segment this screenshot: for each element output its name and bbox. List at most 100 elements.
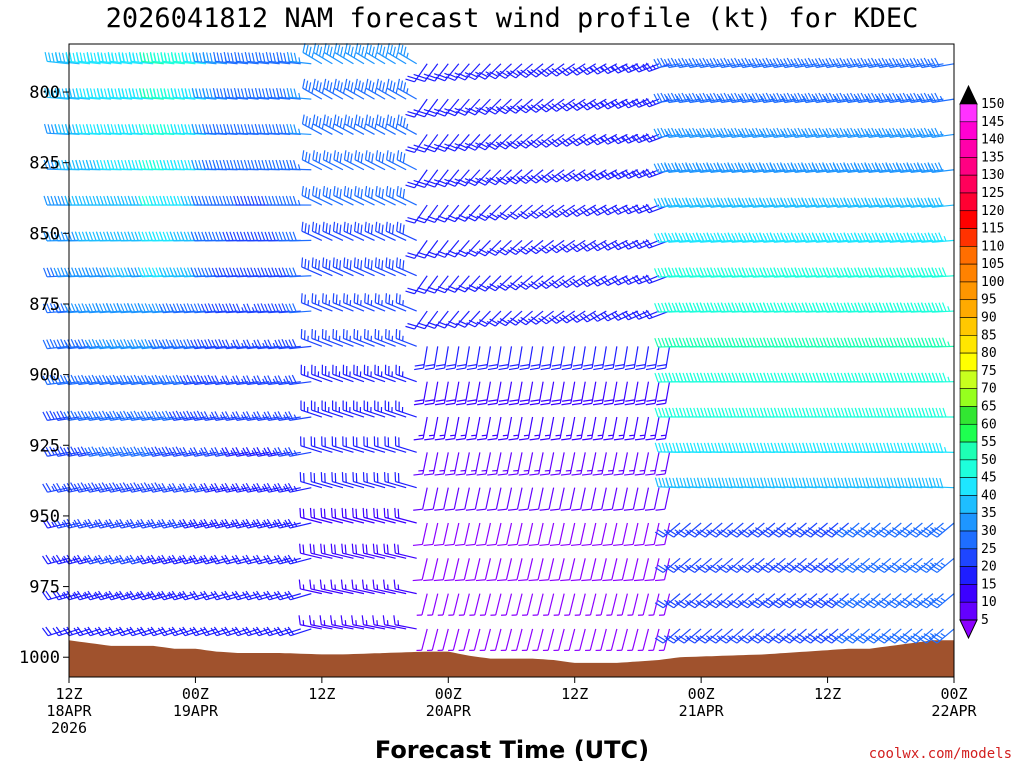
wind-barb bbox=[395, 293, 417, 312]
wind-barb bbox=[301, 150, 323, 171]
wind-barb bbox=[412, 558, 428, 582]
wind-barb bbox=[232, 375, 259, 386]
wind-barb bbox=[540, 381, 555, 406]
wind-barb bbox=[854, 628, 881, 644]
wind-barb bbox=[508, 346, 523, 371]
wind-barb bbox=[918, 522, 944, 538]
colorbar-label: 130 bbox=[981, 168, 1004, 183]
wind-barb bbox=[529, 381, 544, 406]
wind-barb bbox=[63, 374, 91, 386]
wind-barb bbox=[927, 92, 955, 104]
wind-barb bbox=[394, 472, 417, 489]
wind-barb bbox=[538, 239, 565, 254]
wind-barb bbox=[642, 168, 670, 179]
wind-barb bbox=[674, 57, 702, 69]
wind-barb bbox=[202, 87, 228, 100]
wind-barb bbox=[42, 374, 70, 386]
wind-barb bbox=[833, 522, 860, 538]
wind-barb bbox=[466, 63, 491, 81]
wind-barb bbox=[581, 522, 597, 547]
wind-barb bbox=[822, 92, 849, 104]
wind-barb bbox=[487, 346, 502, 371]
wind-barb bbox=[749, 557, 776, 573]
wind-barb bbox=[800, 92, 828, 104]
wind-barb bbox=[73, 590, 101, 601]
wind-barb bbox=[284, 338, 312, 350]
wind-barb bbox=[179, 338, 207, 350]
wind-barb bbox=[928, 442, 955, 453]
wind-barb bbox=[321, 328, 344, 347]
wind-barb bbox=[362, 543, 386, 559]
wind-barb bbox=[635, 346, 650, 371]
wind-barb bbox=[634, 452, 650, 476]
wind-barb bbox=[363, 328, 386, 347]
wind-barb bbox=[497, 133, 523, 150]
wind-barb bbox=[476, 275, 502, 292]
colorbar-label: 145 bbox=[981, 115, 1004, 130]
wind-barb bbox=[456, 63, 481, 81]
wind-barb bbox=[718, 522, 744, 538]
wind-barb bbox=[665, 522, 691, 538]
wind-barb bbox=[127, 302, 154, 314]
wind-barb bbox=[233, 87, 259, 100]
wind-barb bbox=[242, 447, 270, 457]
wind-barb bbox=[273, 626, 301, 637]
wind-barb bbox=[916, 57, 944, 69]
wind-barb bbox=[885, 92, 912, 104]
wind-barb bbox=[876, 522, 902, 538]
wind-barb bbox=[242, 339, 270, 350]
wind-barb bbox=[285, 195, 312, 206]
wind-barb bbox=[644, 487, 660, 511]
wind-barb bbox=[779, 92, 807, 104]
wind-barb bbox=[621, 310, 649, 321]
wind-barb bbox=[273, 482, 301, 493]
y-tick-label: 900 bbox=[29, 366, 60, 386]
wind-barb bbox=[435, 275, 460, 294]
colorbar-cell bbox=[959, 174, 978, 194]
wind-barb bbox=[210, 482, 238, 493]
colorbar-label: 150 bbox=[981, 97, 1004, 112]
wind-barb bbox=[707, 557, 734, 573]
wind-barb bbox=[330, 507, 354, 524]
wind-barb bbox=[507, 310, 533, 326]
wind-barb bbox=[375, 185, 396, 206]
wind-barb bbox=[497, 204, 523, 221]
wind-barb bbox=[623, 522, 639, 547]
wind-barb bbox=[529, 487, 544, 511]
wind-barb bbox=[221, 411, 249, 421]
wind-barb bbox=[343, 293, 365, 312]
wind-barb bbox=[602, 522, 618, 547]
wind-barb bbox=[517, 275, 544, 290]
wind-barb bbox=[486, 133, 512, 150]
wind-barb bbox=[476, 487, 492, 511]
wind-barb bbox=[865, 522, 892, 538]
wind-barb bbox=[517, 310, 544, 326]
wind-barb bbox=[210, 447, 238, 457]
wind-barb bbox=[918, 628, 944, 644]
credit-text[interactable]: coolwx.com/models bbox=[869, 746, 1012, 762]
wind-barb bbox=[416, 628, 428, 652]
wind-barb bbox=[916, 92, 944, 104]
wind-barb bbox=[434, 416, 449, 441]
wind-barb bbox=[425, 310, 449, 329]
wind-barb bbox=[435, 134, 460, 152]
wind-barb bbox=[63, 482, 91, 493]
wind-barb bbox=[243, 303, 270, 314]
wind-barb bbox=[342, 436, 365, 453]
wind-barb bbox=[286, 87, 312, 100]
wind-barb bbox=[749, 522, 776, 538]
wind-barb bbox=[592, 487, 607, 511]
wind-barb bbox=[413, 381, 428, 406]
wind-barb bbox=[655, 416, 671, 441]
wind-barb bbox=[886, 628, 913, 644]
wind-barb bbox=[300, 293, 323, 312]
wind-barb bbox=[642, 97, 670, 108]
colorbar-cell bbox=[959, 335, 978, 354]
wind-barb bbox=[353, 364, 375, 383]
wind-barb bbox=[126, 374, 154, 386]
wind-barb bbox=[624, 381, 639, 406]
wind-barb bbox=[748, 127, 775, 139]
wind-barb bbox=[696, 522, 723, 538]
wind-barb bbox=[770, 557, 797, 573]
